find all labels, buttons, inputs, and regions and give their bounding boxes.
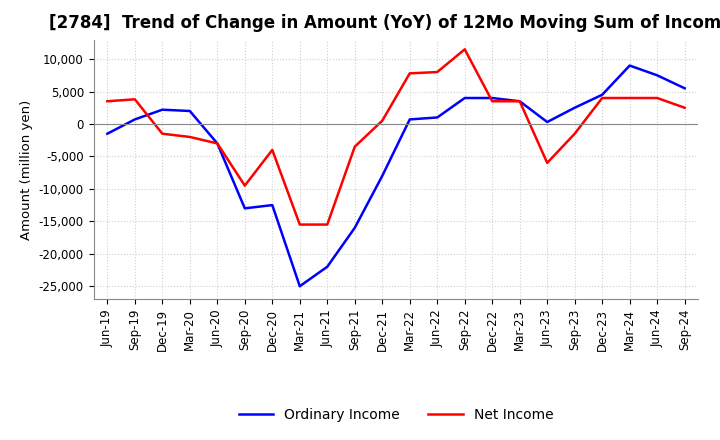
Y-axis label: Amount (million yen): Amount (million yen) (20, 99, 33, 239)
Ordinary Income (488, 95, 497, 101)
Ordinary Income (516, 99, 524, 104)
Net Income (488, 99, 497, 104)
Ordinary Income (268, 202, 276, 208)
Ordinary Income (460, 95, 469, 101)
Net Income (268, 147, 276, 153)
Legend: Ordinary Income, Net Income: Ordinary Income, Net Income (233, 402, 559, 427)
Ordinary Income (405, 117, 414, 122)
Ordinary Income (186, 108, 194, 114)
Net Income (213, 141, 222, 146)
Ordinary Income (378, 173, 387, 179)
Line: Ordinary Income: Ordinary Income (107, 66, 685, 286)
Net Income (103, 99, 112, 104)
Line: Net Income: Net Income (107, 49, 685, 224)
Net Income (598, 95, 606, 101)
Net Income (680, 105, 689, 110)
Ordinary Income (653, 73, 662, 78)
Net Income (516, 99, 524, 104)
Net Income (295, 222, 304, 227)
Ordinary Income (158, 107, 166, 112)
Net Income (460, 47, 469, 52)
Net Income (240, 183, 249, 188)
Ordinary Income (130, 117, 139, 122)
Ordinary Income (213, 141, 222, 146)
Net Income (543, 160, 552, 165)
Ordinary Income (351, 225, 359, 231)
Net Income (351, 144, 359, 149)
Net Income (130, 97, 139, 102)
Net Income (186, 134, 194, 139)
Ordinary Income (598, 92, 606, 97)
Net Income (570, 131, 579, 136)
Ordinary Income (433, 115, 441, 120)
Net Income (378, 118, 387, 123)
Net Income (626, 95, 634, 101)
Ordinary Income (680, 86, 689, 91)
Ordinary Income (103, 131, 112, 136)
Net Income (323, 222, 332, 227)
Ordinary Income (240, 205, 249, 211)
Title: [2784]  Trend of Change in Amount (YoY) of 12Mo Moving Sum of Incomes: [2784] Trend of Change in Amount (YoY) o… (49, 15, 720, 33)
Net Income (433, 70, 441, 75)
Net Income (653, 95, 662, 101)
Net Income (405, 71, 414, 76)
Net Income (158, 131, 166, 136)
Ordinary Income (323, 264, 332, 269)
Ordinary Income (543, 119, 552, 125)
Ordinary Income (570, 105, 579, 110)
Ordinary Income (295, 284, 304, 289)
Ordinary Income (626, 63, 634, 68)
